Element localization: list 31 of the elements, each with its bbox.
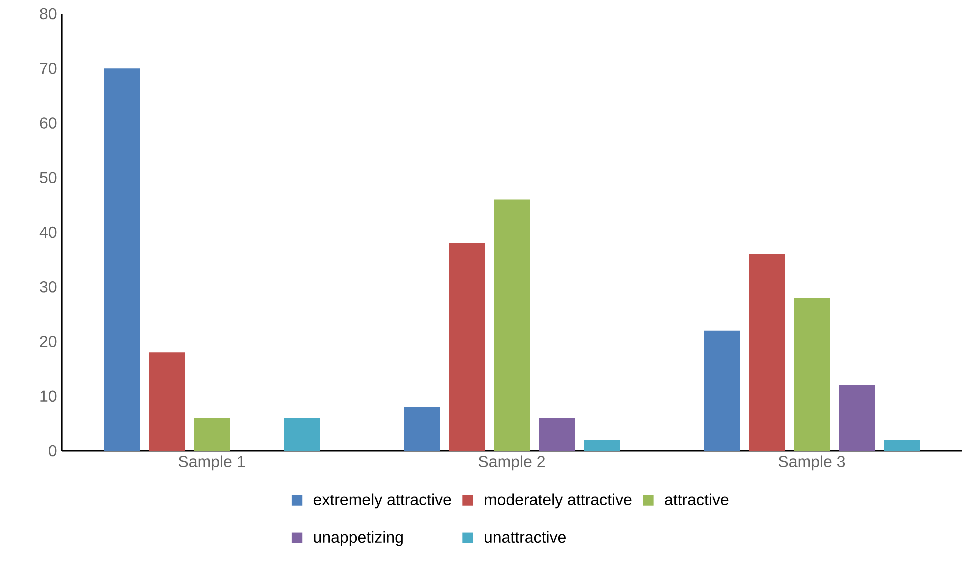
y-tick-label: 10 [40, 390, 57, 402]
bar [449, 243, 486, 451]
bar [584, 440, 620, 451]
legend-label: attractive [665, 494, 729, 506]
legend-label: unattractive [485, 531, 566, 544]
x-tick-label: Sample 3 [778, 456, 846, 471]
y-tick-label: 70 [40, 62, 57, 74]
y-tick-label: 80 [40, 8, 57, 20]
legend-label: moderately attractive [485, 494, 632, 509]
x-tick-label: Sample 2 [478, 456, 545, 471]
y-tick-label: 50 [40, 172, 57, 184]
bar [284, 418, 320, 451]
y-tick-label: 60 [40, 118, 57, 129]
bar [404, 407, 440, 451]
bar [194, 418, 230, 451]
y-tick-label: 40 [40, 226, 57, 238]
y-tick-label: 20 [40, 336, 57, 348]
bar [749, 254, 786, 451]
bar [539, 418, 576, 451]
bar [794, 298, 830, 451]
legend-label: unappetizing [314, 531, 403, 546]
x-tick-label: Sample 1 [178, 456, 245, 471]
bar [839, 385, 876, 451]
y-tick-label: 0 [49, 445, 57, 457]
bar [704, 330, 740, 451]
bar [104, 68, 140, 451]
y-tick-label: 30 [40, 281, 57, 293]
bar [149, 352, 186, 451]
bar [494, 200, 530, 451]
legend-label: extremely attractive [314, 494, 452, 509]
bar [884, 440, 920, 451]
